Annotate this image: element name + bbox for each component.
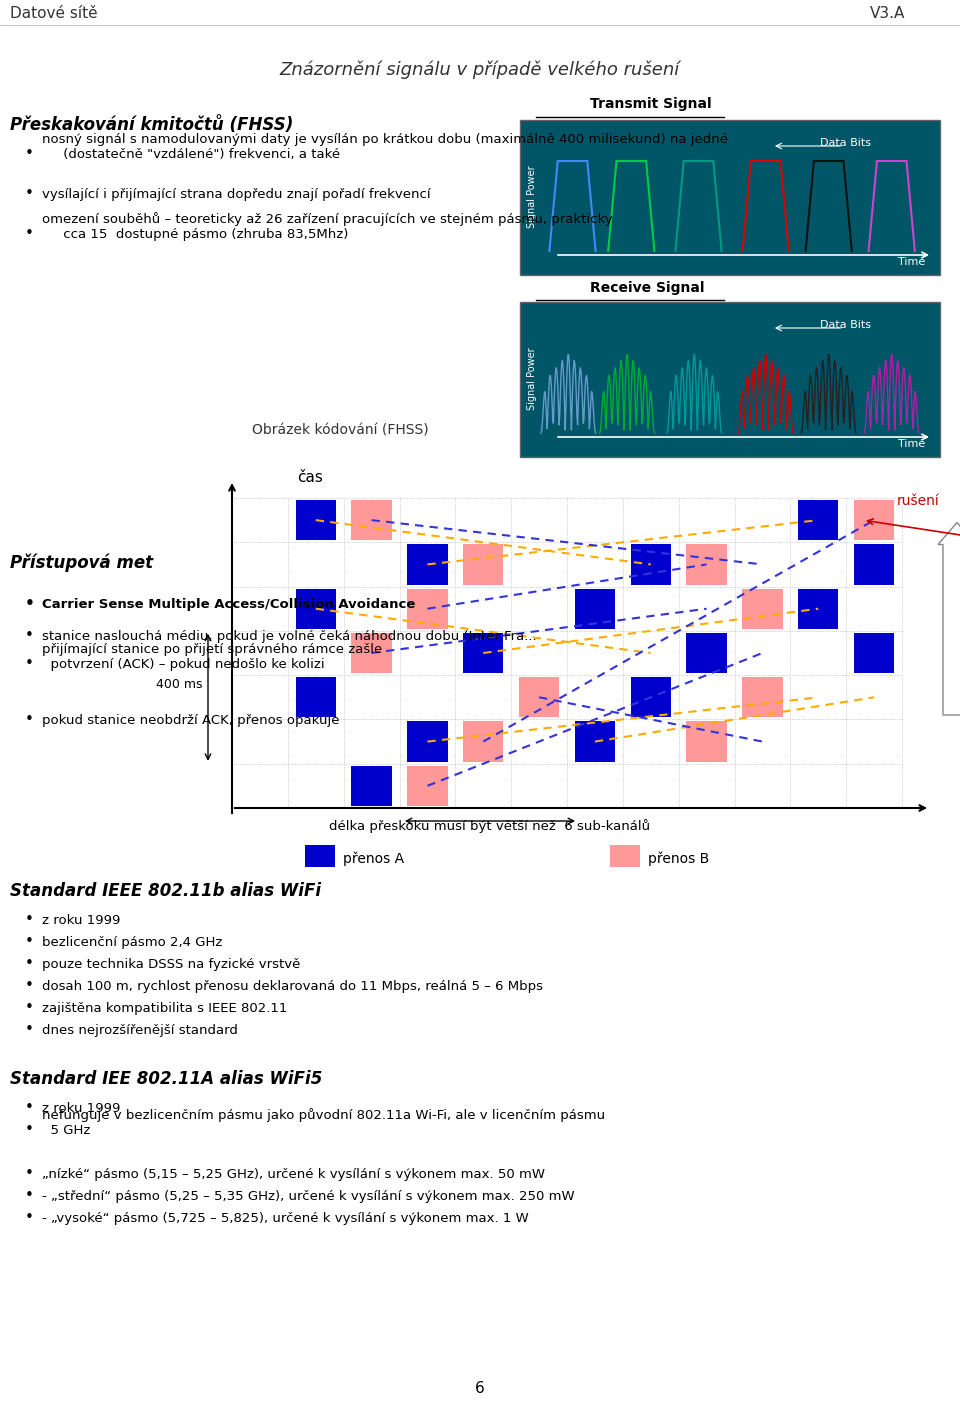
Text: •: • [25, 1021, 34, 1037]
Bar [575, 722, 615, 761]
Text: „nízké“ pásmo (5,15 – 5,25 GHz), určené k vysílání s výkonem max. 50 mW: „nízké“ pásmo (5,15 – 5,25 GHz), určené … [42, 1168, 545, 1180]
Text: přenos B: přenos B [648, 851, 709, 865]
Bar [407, 545, 447, 584]
Text: omezení souběhů – teoreticky až 26 zařízení pracujících ve stejném pásmu, prakti: omezení souběhů – teoreticky až 26 zaříz… [42, 212, 612, 241]
Bar [742, 588, 782, 629]
Bar [296, 499, 336, 540]
Bar [854, 633, 894, 673]
FancyArrow shape [938, 522, 960, 715]
Text: •: • [25, 1121, 34, 1137]
Text: bezlicenční pásmo 2,4 GHz: bezlicenční pásmo 2,4 GHz [42, 936, 223, 948]
Text: rušení: rušení [898, 494, 940, 508]
Text: •: • [25, 955, 34, 971]
Bar [742, 677, 782, 718]
Text: 6: 6 [475, 1382, 485, 1396]
Bar [854, 545, 894, 584]
Text: zajištěna kompatibilita s IEEE 802.11: zajištěna kompatibilita s IEEE 802.11 [42, 1002, 287, 1014]
Text: Receive Signal: Receive Signal [590, 281, 705, 295]
Bar [463, 633, 503, 673]
Text: •: • [25, 227, 34, 241]
Text: - „vysoké“ pásmo (5,725 – 5,825), určené k vysílání s výkonem max. 1 W: - „vysoké“ pásmo (5,725 – 5,825), určené… [42, 1211, 529, 1225]
Text: z roku 1999: z roku 1999 [42, 915, 120, 927]
Text: •: • [25, 1166, 34, 1180]
Text: vysílající i přijímající strana dopředu znají pořadí frekvencí: vysílající i přijímající strana dopředu … [42, 189, 431, 201]
Text: Data Bits: Data Bits [820, 138, 871, 148]
Bar [686, 722, 727, 761]
Text: Signal Power: Signal Power [527, 348, 537, 411]
Text: Time: Time [899, 257, 925, 267]
Text: •: • [25, 934, 34, 948]
Text: přijímající stanice po přijetí správného rámce zašle
  potvrzení (ACK) – pokud n: přijímající stanice po přijetí správného… [42, 643, 382, 671]
Bar [463, 545, 503, 584]
Text: Znázornění signálu v případě velkého rušení: Znázornění signálu v případě velkého ruš… [280, 61, 680, 79]
Text: •: • [25, 628, 34, 643]
Text: Signal Power: Signal Power [527, 166, 537, 228]
Text: 400 ms: 400 ms [156, 678, 203, 691]
Bar [854, 499, 894, 540]
Bar [351, 633, 392, 673]
Bar [610, 846, 640, 867]
Bar [351, 499, 392, 540]
Text: - „střední“ pásmo (5,25 – 5,35 GHz), určené k vysílání s výkonem max. 250 mW: - „střední“ pásmo (5,25 – 5,35 GHz), urč… [42, 1190, 575, 1203]
Bar [407, 722, 447, 761]
Text: •: • [25, 656, 34, 671]
Text: délka přeskoku musí být větší než  6 sub-kanálů: délka přeskoku musí být větší než 6 sub-… [329, 819, 651, 833]
Text: pokud stanice neobdrží ACK, přenos opakuje: pokud stanice neobdrží ACK, přenos opaku… [42, 713, 340, 727]
Text: dnes nejrozšířenější standard: dnes nejrozšířenější standard [42, 1024, 238, 1037]
Bar [407, 588, 447, 629]
Text: •: • [25, 978, 34, 993]
Bar [631, 677, 671, 718]
Bar [631, 545, 671, 584]
Text: V3.A: V3.A [870, 6, 905, 21]
Text: nosný signál s namodulovanými daty je vysílán po krátkou dobu (maximálně 400 mil: nosný signál s namodulovanými daty je vy… [42, 134, 728, 160]
Bar [351, 765, 392, 806]
Text: stanice naslouchá médiu, pokud je volné čeká náhodnou dobu (Inter Fra...: stanice naslouchá médiu, pokud je volné … [42, 630, 537, 643]
Text: Datové sítě: Datové sítě [10, 6, 98, 21]
Bar [296, 677, 336, 718]
Bar [686, 633, 727, 673]
Text: Carrier Sense Multiple Access/Collision Avoidance: Carrier Sense Multiple Access/Collision … [42, 598, 416, 611]
Text: •: • [25, 186, 34, 201]
Text: •: • [25, 1100, 34, 1114]
Text: přenos A: přenos A [343, 851, 404, 865]
Bar [305, 846, 335, 867]
Text: Time: Time [899, 439, 925, 449]
Bar [686, 545, 727, 584]
Bar [296, 588, 336, 629]
Text: •: • [25, 1000, 34, 1014]
Bar [519, 677, 559, 718]
Text: čas: čas [297, 470, 323, 485]
Text: •: • [25, 712, 34, 727]
Bar [798, 588, 838, 629]
Text: z roku 1999: z roku 1999 [42, 1102, 120, 1114]
Text: •: • [25, 1210, 34, 1225]
Bar [798, 499, 838, 540]
Text: Transmit Signal: Transmit Signal [590, 97, 711, 111]
Text: •: • [25, 146, 34, 160]
Text: Data Bits: Data Bits [820, 319, 871, 331]
Text: Standard IEE 802.11A alias WiFi5: Standard IEE 802.11A alias WiFi5 [10, 1069, 323, 1088]
Bar [520, 303, 940, 457]
Text: •: • [25, 1188, 34, 1203]
Bar [520, 120, 940, 274]
Text: •: • [25, 912, 34, 927]
Text: Přeskakování kmitočtů (FHSS): Přeskakování kmitočtů (FHSS) [10, 115, 294, 134]
Text: •: • [25, 597, 35, 611]
Bar [463, 722, 503, 761]
Text: Standard IEEE 802.11b alias WiFi: Standard IEEE 802.11b alias WiFi [10, 882, 322, 900]
Text: Přístupová met: Přístupová met [10, 553, 154, 573]
Text: dosah 100 m, rychlost přenosu deklarovaná do 11 Mbps, reálná 5 – 6 Mbps: dosah 100 m, rychlost přenosu deklarovan… [42, 981, 543, 993]
Text: Obrázek kódování (FHSS): Obrázek kódování (FHSS) [252, 424, 428, 438]
Bar [575, 588, 615, 629]
Bar [407, 765, 447, 806]
Text: nefunguje v bezlicenčním pásmu jako původní 802.11a Wi-Fi, ale v licenčním pásmu: nefunguje v bezlicenčním pásmu jako půvo… [42, 1109, 605, 1137]
Text: pouze technika DSSS na fyzické vrstvě: pouze technika DSSS na fyzické vrstvě [42, 958, 300, 971]
